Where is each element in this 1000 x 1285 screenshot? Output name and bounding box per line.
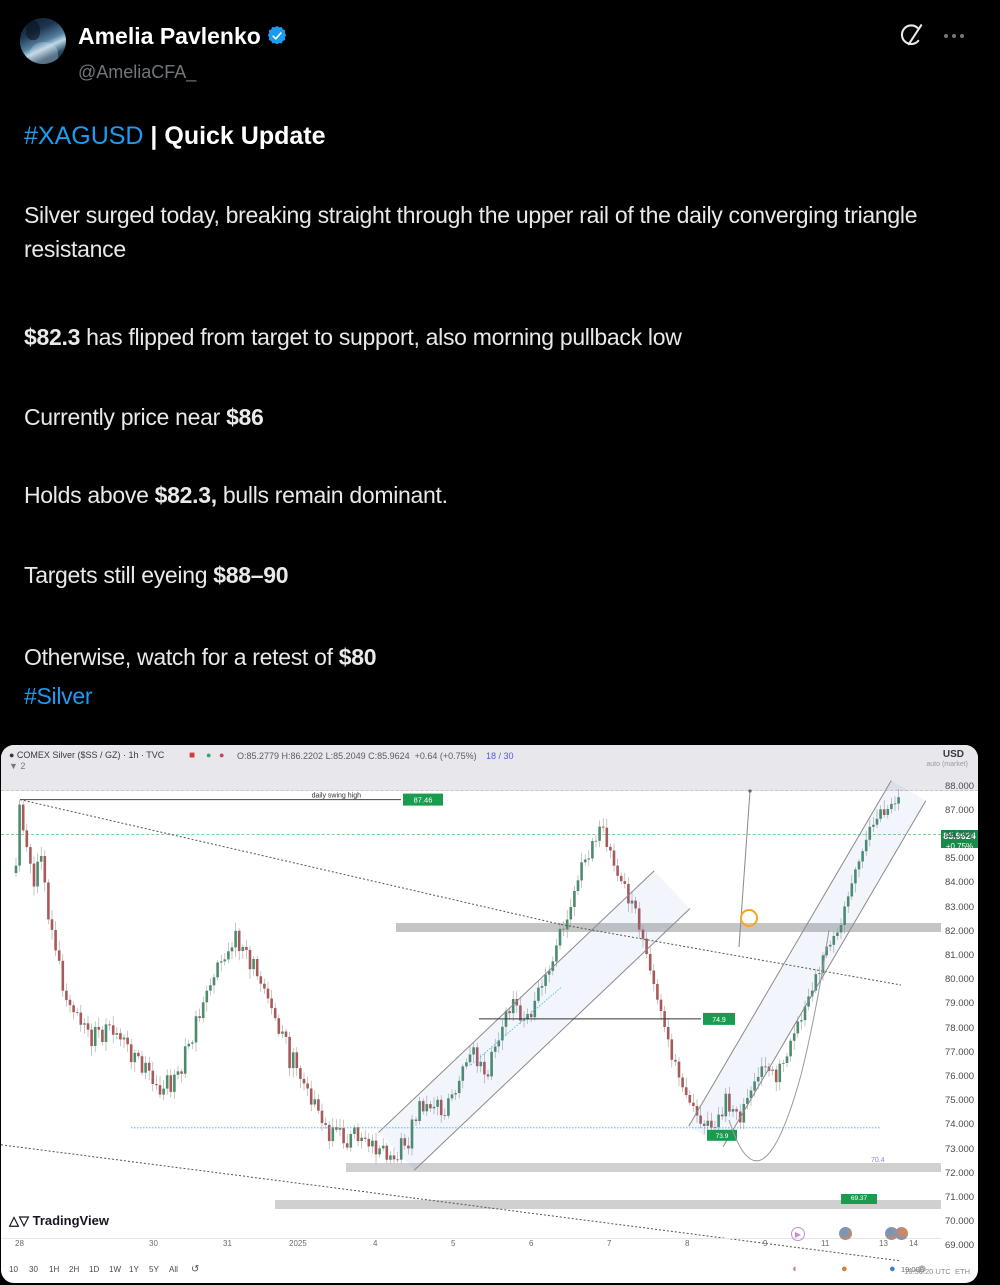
svg-text:87.46: 87.46	[414, 796, 433, 805]
svg-text:daily swing high: daily swing high	[312, 793, 362, 800]
svg-text:73.9: 73.9	[716, 1133, 729, 1140]
svg-text:74.9: 74.9	[712, 1017, 726, 1024]
